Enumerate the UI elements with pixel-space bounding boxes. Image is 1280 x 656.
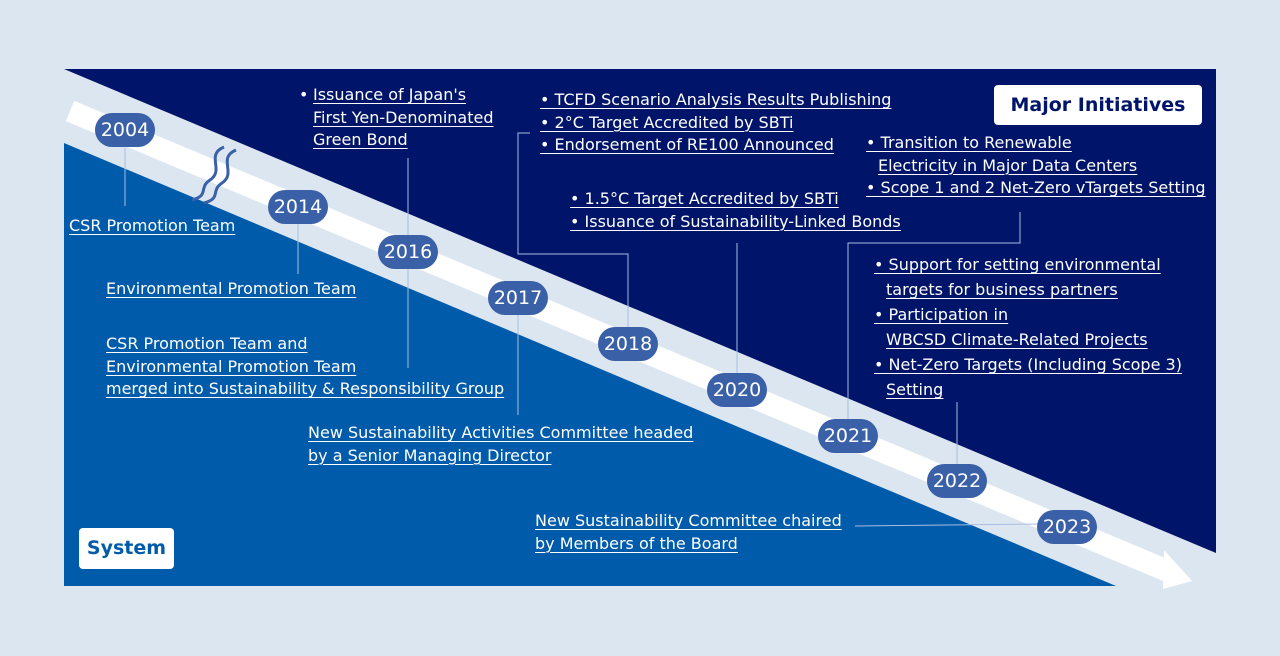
- year-2021: 2021: [818, 419, 878, 453]
- initiative-2018: • TCFD Scenario Analysis Results Publish…: [540, 89, 891, 157]
- link[interactable]: WBCSD Climate-Related Projects: [886, 330, 1148, 349]
- connector-2021: [847, 212, 1021, 420]
- initiatives-area: [64, 69, 1216, 553]
- system-2004[interactable]: CSR Promotion Team: [69, 215, 235, 238]
- initiative-2016[interactable]: Issuance of Japan's First Yen-Denominate…: [313, 84, 494, 152]
- year-2004: 2004: [95, 113, 155, 147]
- system-2016[interactable]: CSR Promotion Team and Environmental Pro…: [106, 333, 504, 401]
- link[interactable]: New Sustainability Committee chaired: [535, 511, 842, 530]
- link[interactable]: Environmental Promotion Team: [106, 356, 357, 376]
- link[interactable]: Issuance of Japan's: [313, 85, 467, 104]
- link[interactable]: • TCFD Scenario Analysis Results Publish…: [540, 90, 892, 109]
- connector-2018: [517, 132, 629, 327]
- year-2017: 2017: [488, 281, 548, 315]
- bullet: •: [299, 85, 309, 104]
- link[interactable]: • Endorsement of RE100 Announced: [540, 135, 834, 154]
- link[interactable]: • Net-Zero Targets (Including Scope 3): [874, 355, 1182, 374]
- link[interactable]: • Support for setting environmental: [874, 255, 1161, 274]
- initiative-2020: • 1.5°C Target Accredited by SBTi • Issu…: [570, 188, 901, 233]
- year-2014: 2014: [268, 190, 328, 224]
- system-2017[interactable]: New Sustainability Activities Committee …: [308, 422, 693, 467]
- link[interactable]: • Participation in: [874, 305, 1009, 324]
- system-area: [64, 143, 1116, 586]
- link[interactable]: • Transition to Renewable: [866, 133, 1072, 152]
- link[interactable]: First Yen-Denominated: [313, 107, 494, 127]
- link[interactable]: by Members of the Board: [535, 533, 738, 553]
- break-mark-icon: [191, 145, 237, 205]
- year-2023: 2023: [1037, 510, 1097, 544]
- timeline-arrow-head: [1163, 550, 1192, 589]
- initiative-2022: • Support for setting environmental targ…: [874, 252, 1182, 402]
- link[interactable]: Electricity in Major Data Centers: [878, 155, 1138, 175]
- year-2018: 2018: [598, 327, 658, 361]
- link[interactable]: New Sustainability Activities Committee …: [308, 423, 694, 442]
- link[interactable]: CSR Promotion Team: [69, 216, 236, 235]
- link[interactable]: by a Senior Managing Director: [308, 445, 552, 465]
- year-2020: 2020: [707, 373, 767, 407]
- system-2014[interactable]: Environmental Promotion Team: [106, 278, 356, 301]
- year-2022: 2022: [927, 464, 987, 498]
- system-2023[interactable]: New Sustainability Committee chaired by …: [535, 510, 842, 555]
- link[interactable]: • Issuance of Sustainability-Linked Bond…: [570, 211, 901, 231]
- link[interactable]: • Scope 1 and 2 Net-Zero vTargets Settin…: [866, 178, 1206, 197]
- year-2016: 2016: [378, 235, 438, 269]
- link[interactable]: Environmental Promotion Team: [106, 279, 357, 298]
- link[interactable]: targets for business partners: [886, 280, 1118, 299]
- initiative-2021: • Transition to Renewable Electricity in…: [866, 132, 1206, 200]
- link[interactable]: Setting: [886, 380, 944, 399]
- major-initiatives-label: Major Initiatives: [994, 85, 1202, 125]
- link[interactable]: merged into Sustainability & Responsibil…: [106, 379, 505, 398]
- link[interactable]: Green Bond: [313, 130, 408, 149]
- link[interactable]: CSR Promotion Team and: [106, 334, 308, 353]
- connector-2023: [854, 523, 1041, 527]
- link[interactable]: • 2°C Target Accredited by SBTi: [540, 112, 794, 132]
- system-label: System: [79, 528, 174, 569]
- link[interactable]: • 1.5°C Target Accredited by SBTi: [570, 189, 839, 208]
- connector-lines: [124, 132, 1041, 527]
